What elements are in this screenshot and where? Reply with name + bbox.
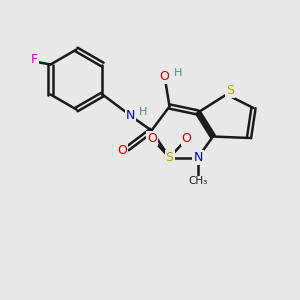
Text: H: H xyxy=(139,107,147,117)
Text: O: O xyxy=(117,143,127,157)
Text: H: H xyxy=(174,68,182,78)
Text: O: O xyxy=(159,70,169,83)
Text: N: N xyxy=(126,109,135,122)
Text: S: S xyxy=(166,151,173,164)
Text: N: N xyxy=(193,151,203,164)
Text: S: S xyxy=(226,84,234,98)
Text: O: O xyxy=(182,131,191,145)
Text: O: O xyxy=(148,131,157,145)
Text: F: F xyxy=(31,52,38,66)
Text: CH₃: CH₃ xyxy=(188,176,208,187)
